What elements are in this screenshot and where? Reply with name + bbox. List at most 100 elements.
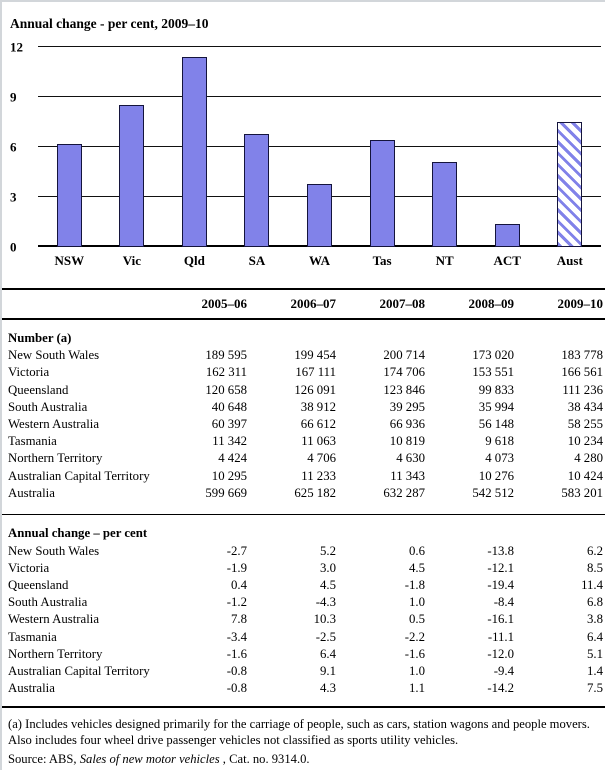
cell-1: -2.5 xyxy=(315,629,336,644)
table-row: Northern Territory -1.6 6.4 -1.6 -12.0 5.1 xyxy=(2,646,605,663)
cell-2: -1.8 xyxy=(404,577,425,592)
cell-1: 5.2 xyxy=(320,543,336,558)
cell-3: -14.2 xyxy=(487,681,514,696)
row-label: Western Australia xyxy=(8,612,100,627)
cell-4: 8.5 xyxy=(587,560,603,575)
cell-0: -1.6 xyxy=(226,646,247,661)
row-label: Australia xyxy=(8,681,55,696)
annual-change-chart: Annual change - per cent, 2009–10 0 3 6 9 12… xyxy=(2,2,605,269)
cell-3: 56 148 xyxy=(478,416,514,431)
cell-1: 6.4 xyxy=(320,646,336,661)
bar-slot-wa xyxy=(288,47,351,247)
x-axis-label-tas: Tas xyxy=(372,253,392,268)
section-heading: Number (a) xyxy=(8,331,72,345)
cell-2: 66 936 xyxy=(389,416,425,431)
table-row: South Australia 40 648 38 912 39 295 35 994 3… xyxy=(2,399,605,416)
cell-1: -4.3 xyxy=(315,595,336,610)
cell-2: 123 846 xyxy=(383,382,425,397)
cell-2: 174 706 xyxy=(383,365,425,380)
x-axis-labels: NSW Vic Qld SA WA Tas NT ACT Aust xyxy=(38,253,601,269)
cell-1: 4 706 xyxy=(307,451,336,466)
cell-2: -2.2 xyxy=(404,629,425,644)
chart-plot-area: 0 3 6 9 12 xyxy=(10,41,601,254)
cell-3: -12.1 xyxy=(487,560,514,575)
table-row: Western Australia 60 397 66 612 66 936 56 14… xyxy=(2,416,605,433)
x-axis-label-aust: Aust xyxy=(556,253,583,268)
table-header-empty-cell xyxy=(8,290,158,318)
table-row: Australia 599 669 625 182 632 287 542 512 583… xyxy=(2,485,605,502)
column-header-3: 2008–09 xyxy=(468,296,515,311)
cell-2: 4.5 xyxy=(409,560,425,575)
cell-1: 625 182 xyxy=(294,485,336,500)
section-divider-rule xyxy=(2,513,605,516)
row-label: Queensland xyxy=(8,577,69,592)
y-axis-tick-0: 0 xyxy=(10,239,17,255)
bar-slot-nsw xyxy=(38,47,101,247)
cell-3: -8.4 xyxy=(493,595,514,610)
table-row: Australian Capital Territory 10 295 11 233… xyxy=(2,468,605,485)
cell-0: 120 658 xyxy=(205,382,247,397)
row-label: Australian Capital Territory xyxy=(8,663,150,678)
cell-0: -1.9 xyxy=(226,560,247,575)
gridline-12 xyxy=(38,46,601,47)
cell-4: 10 234 xyxy=(567,434,603,449)
y-axis-tick-3: 3 xyxy=(10,189,17,205)
row-label: Northern Territory xyxy=(8,451,103,466)
bar-slot-act xyxy=(476,47,539,247)
cell-0: 4 424 xyxy=(218,451,247,466)
cell-4: 6.4 xyxy=(587,629,603,644)
cell-0: -3.4 xyxy=(226,629,247,644)
cell-4: 10 424 xyxy=(567,468,603,483)
bar-tas xyxy=(369,140,395,247)
row-label: New South Wales xyxy=(8,348,100,363)
cell-0: 7.8 xyxy=(231,612,247,627)
cell-1: 10.3 xyxy=(313,612,336,627)
cell-0: 60 397 xyxy=(211,416,247,431)
x-axis-label-qld: Qld xyxy=(183,253,205,268)
row-label: Tasmania xyxy=(8,434,57,449)
cell-1: 9.1 xyxy=(320,663,336,678)
cell-1: 126 091 xyxy=(294,382,336,397)
bar-nsw xyxy=(56,143,82,247)
table-row: New South Wales 189 595 199 454 200 714 173 … xyxy=(2,347,605,364)
table-row: Queensland 120 658 126 091 123 846 99 833 111… xyxy=(2,382,605,399)
cell-4: 166 561 xyxy=(561,365,603,380)
row-label: Australian Capital Territory xyxy=(8,468,150,483)
table-row: Australia -0.8 4.3 1.1 -14.2 7.5 xyxy=(2,680,605,697)
cell-1: 4.3 xyxy=(320,681,336,696)
table-row: Northern Territory 4 424 4 706 4 630 4 073 4 … xyxy=(2,450,605,467)
cell-0: 599 669 xyxy=(205,485,247,500)
cell-4: 6.2 xyxy=(587,543,603,558)
cell-4: 583 201 xyxy=(561,485,603,500)
row-label: Western Australia xyxy=(8,416,100,431)
chart-title: Annual change - per cent, 2009–10 xyxy=(10,16,209,31)
cell-2: 39 295 xyxy=(389,399,425,414)
cell-1: 199 454 xyxy=(294,348,336,363)
cell-3: 9 618 xyxy=(485,434,514,449)
cell-1: 38 912 xyxy=(300,399,336,414)
cell-0: 162 311 xyxy=(205,365,247,380)
source-prefix: Source: ABS, xyxy=(8,751,80,766)
table-top-rule xyxy=(2,288,605,290)
cell-1: 11 233 xyxy=(301,468,336,483)
cell-4: 7.5 xyxy=(587,681,603,696)
x-axis-label-act: ACT xyxy=(493,253,521,268)
table-row: Victoria -1.9 3.0 4.5 -12.1 8.5 xyxy=(2,560,605,577)
cell-0: 0.4 xyxy=(231,577,247,592)
cell-3: 4 073 xyxy=(485,451,514,466)
section-heading: Annual change – per cent xyxy=(8,526,148,541)
bar-slot-sa xyxy=(226,47,289,247)
cell-0: -0.8 xyxy=(226,663,247,678)
cell-1: 3.0 xyxy=(320,560,336,575)
cell-4: 111 236 xyxy=(562,382,603,397)
cell-4: 11.4 xyxy=(581,577,603,592)
row-label: Victoria xyxy=(8,560,50,575)
table-bottom-rule xyxy=(2,706,605,708)
gridline-6 xyxy=(38,146,601,147)
cell-3: -12.0 xyxy=(487,646,514,661)
bar-wa xyxy=(307,183,333,247)
cell-1: 66 612 xyxy=(300,416,336,431)
table-row: Queensland 0.4 4.5 -1.8 -19.4 11.4 xyxy=(2,577,605,594)
footnotes: (a) Includes vehicles designed primarily… xyxy=(2,708,605,768)
